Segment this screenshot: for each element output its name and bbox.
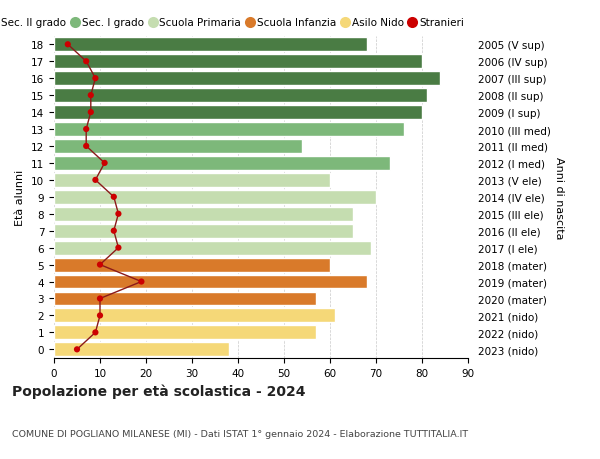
- Point: [91, 75, 100, 83]
- Point: [63, 41, 73, 49]
- Bar: [54, 157, 390, 170]
- Point: [109, 228, 119, 235]
- Point: [109, 194, 119, 201]
- Point: [82, 126, 91, 134]
- Point: [95, 261, 105, 269]
- Bar: [54, 140, 302, 154]
- Bar: [54, 190, 376, 204]
- Bar: [54, 342, 229, 357]
- Point: [91, 177, 100, 184]
- Point: [137, 278, 146, 285]
- Bar: [54, 224, 353, 238]
- Bar: [54, 72, 440, 86]
- Point: [72, 346, 82, 353]
- Bar: [54, 309, 335, 323]
- Text: Popolazione per età scolastica - 2024: Popolazione per età scolastica - 2024: [12, 383, 305, 398]
- Text: COMUNE DI POGLIANO MILANESE (MI) - Dati ISTAT 1° gennaio 2024 - Elaborazione TUT: COMUNE DI POGLIANO MILANESE (MI) - Dati …: [12, 429, 468, 438]
- Y-axis label: Età alunni: Età alunni: [16, 169, 25, 225]
- Point: [86, 92, 95, 100]
- Bar: [54, 106, 422, 120]
- Bar: [54, 55, 422, 69]
- Legend: Sec. II grado, Sec. I grado, Scuola Primaria, Scuola Infanzia, Asilo Nido, Stran: Sec. II grado, Sec. I grado, Scuola Prim…: [0, 18, 464, 28]
- Point: [86, 109, 95, 117]
- Bar: [54, 207, 353, 221]
- Bar: [54, 123, 404, 137]
- Bar: [54, 89, 427, 103]
- Point: [82, 143, 91, 150]
- Point: [95, 312, 105, 319]
- Point: [91, 329, 100, 336]
- Bar: [54, 38, 367, 52]
- Bar: [54, 275, 367, 289]
- Bar: [54, 326, 316, 340]
- Bar: [54, 241, 371, 255]
- Bar: [54, 292, 316, 306]
- Point: [95, 295, 105, 302]
- Point: [113, 245, 123, 252]
- Point: [113, 211, 123, 218]
- Y-axis label: Anni di nascita: Anni di nascita: [554, 156, 565, 239]
- Bar: [54, 258, 330, 272]
- Point: [82, 58, 91, 66]
- Bar: [54, 174, 330, 187]
- Point: [100, 160, 109, 167]
